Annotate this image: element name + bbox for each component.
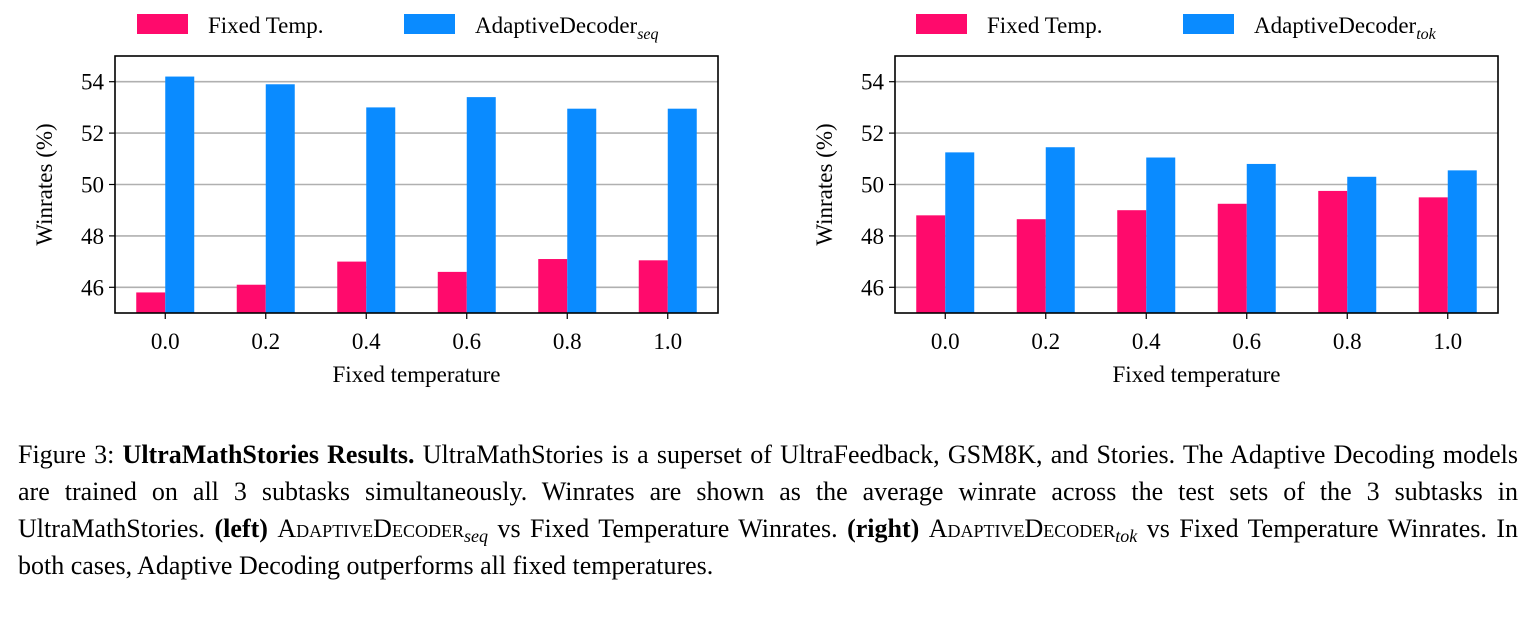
caption-text-3: vs Fixed Temperature Winrates. In both c… bbox=[18, 514, 1519, 580]
bar-fixed-0.0 bbox=[916, 215, 946, 313]
caption-text-2: vs Fixed Temperature Winrates. bbox=[497, 514, 838, 543]
x-tick-label: 1.0 bbox=[653, 329, 682, 354]
figure-charts: 46 48 50 52 54 0.0 0.2 0.4 0.6 0.8 1.0 Fixed temper… bbox=[32, 13, 1499, 387]
y-tick-label: 54 bbox=[81, 70, 105, 95]
bar-adaptive-0.6 bbox=[1246, 163, 1276, 313]
bar-adaptive-0.2 bbox=[1045, 147, 1075, 313]
x-axis-label: Fixed temperature bbox=[1113, 362, 1281, 387]
legend-swatch-fixed bbox=[916, 14, 967, 34]
bar-fixed-0.2 bbox=[1016, 219, 1046, 313]
method-subscript-tok: tok bbox=[1115, 526, 1138, 546]
legend-subscript: seq bbox=[637, 26, 658, 43]
y-tick-label: 50 bbox=[81, 173, 104, 198]
x-tick-label: 0.0 bbox=[151, 329, 180, 354]
y-tick-label: 52 bbox=[81, 121, 104, 146]
bar-adaptive-1.0 bbox=[667, 108, 697, 313]
method-name-tok: AdaptiveDecoder bbox=[928, 514, 1116, 543]
caption-left-tag: (left) bbox=[214, 514, 268, 543]
legend-label-fixed: Fixed Temp. bbox=[987, 13, 1103, 38]
bar-adaptive-0.4 bbox=[1146, 157, 1176, 313]
x-tick-label: 0.0 bbox=[931, 329, 960, 354]
chart-panel-left: 46 48 50 52 54 0.0 0.2 0.4 0.6 0.8 1.0 Fixed temper… bbox=[32, 13, 719, 387]
bar-fixed-0.4 bbox=[337, 261, 367, 313]
legend-label-adaptive: AdaptiveDecoderseq bbox=[475, 13, 659, 43]
y-tick-label: 54 bbox=[861, 70, 885, 95]
caption-text-1: UltraMathStories is a superset of UltraF… bbox=[18, 440, 1519, 543]
legend-swatch-adaptive bbox=[404, 14, 455, 34]
y-axis-label: Winrates (%) bbox=[812, 123, 837, 245]
y-tick-label: 50 bbox=[861, 173, 884, 198]
x-tick-label: 0.6 bbox=[452, 329, 481, 354]
caption-title: UltraMathStories Results. bbox=[122, 440, 415, 469]
bar-fixed-0.4 bbox=[1117, 210, 1147, 313]
bar-fixed-0.8 bbox=[1318, 190, 1348, 313]
bar-adaptive-0.6 bbox=[466, 97, 496, 314]
legend-label-fixed: Fixed Temp. bbox=[208, 13, 324, 38]
y-axis-label: Winrates (%) bbox=[32, 123, 57, 245]
y-tick-label: 46 bbox=[81, 275, 104, 300]
legend-swatch-fixed bbox=[137, 14, 188, 34]
chart-panel-right: 46 48 50 52 54 0.0 0.2 0.4 0.6 0.8 1.0 Fixed temper… bbox=[812, 13, 1499, 387]
bar-adaptive-0.0 bbox=[945, 152, 975, 313]
bar-adaptive-0.8 bbox=[1347, 176, 1377, 313]
x-axis-label: Fixed temperature bbox=[333, 362, 501, 387]
x-tick-label: 0.8 bbox=[553, 329, 582, 354]
bar-fixed-0.0 bbox=[136, 292, 166, 313]
x-tick-label: 0.8 bbox=[1333, 329, 1362, 354]
figure-label: Figure 3: bbox=[18, 440, 115, 469]
figure-caption: Figure 3: UltraMathStories Results. Ultr… bbox=[18, 436, 1518, 584]
x-tick-label: 0.2 bbox=[1031, 329, 1060, 354]
method-subscript-seq: seq bbox=[463, 526, 488, 546]
bar-fixed-1.0 bbox=[1418, 197, 1448, 313]
bar-adaptive-0.0 bbox=[165, 76, 195, 313]
legend-swatch-adaptive bbox=[1183, 14, 1234, 34]
x-tick-label: 1.0 bbox=[1433, 329, 1462, 354]
y-tick-label: 48 bbox=[861, 224, 884, 249]
legend-label-adaptive: AdaptiveDecodertok bbox=[1254, 13, 1437, 43]
bar-fixed-0.2 bbox=[236, 284, 266, 313]
method-name-seq: AdaptiveDecoder bbox=[277, 514, 464, 543]
plot-frame bbox=[114, 55, 719, 314]
legend-subscript: tok bbox=[1416, 26, 1436, 43]
bar-fixed-0.8 bbox=[538, 259, 568, 313]
x-tick-label: 0.4 bbox=[1132, 329, 1161, 354]
bar-adaptive-1.0 bbox=[1447, 170, 1477, 313]
caption-right-tag: (right) bbox=[847, 514, 920, 543]
x-tick-label: 0.2 bbox=[251, 329, 280, 354]
plot-frame bbox=[894, 55, 1499, 314]
x-tick-label: 0.6 bbox=[1232, 329, 1261, 354]
bar-adaptive-0.8 bbox=[567, 108, 597, 313]
y-tick-label: 52 bbox=[861, 121, 884, 146]
bar-fixed-0.6 bbox=[1217, 203, 1247, 313]
bar-fixed-0.6 bbox=[437, 271, 467, 313]
x-tick-label: 0.4 bbox=[352, 329, 381, 354]
y-tick-label: 48 bbox=[81, 224, 104, 249]
bar-adaptive-0.4 bbox=[366, 107, 396, 314]
y-tick-label: 46 bbox=[861, 275, 884, 300]
bar-adaptive-0.2 bbox=[265, 84, 295, 314]
bar-fixed-1.0 bbox=[638, 260, 668, 313]
